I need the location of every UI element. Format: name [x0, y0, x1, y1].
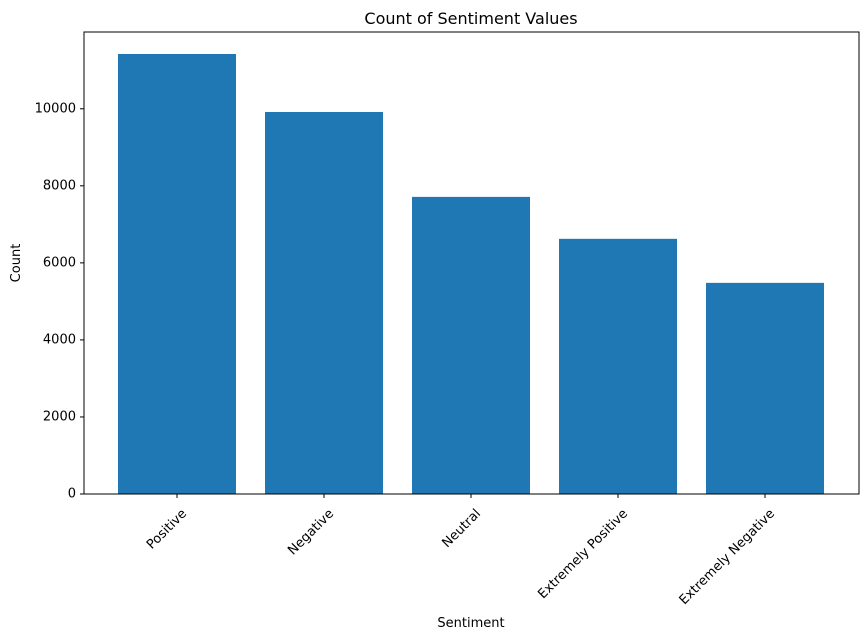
y-tick-label: 0: [68, 487, 76, 502]
x-tick-label: Extremely Negative: [677, 506, 778, 607]
chart-title: Count of Sentiment Values: [364, 9, 577, 28]
bar-neutral: [412, 196, 530, 495]
bar-extremely-positive: [559, 238, 677, 494]
x-tick-label: Extremely Positive: [535, 506, 631, 602]
bar-negative: [265, 111, 383, 494]
y-tick-label: 8000: [43, 178, 76, 193]
y-tick-label: 10000: [35, 101, 76, 116]
x-axis-label: Sentiment: [437, 616, 504, 631]
y-tick-label: 2000: [43, 409, 76, 424]
x-tick-label: Neutral: [440, 506, 485, 551]
x-axis: Positive Negative Neutral Extremely Positiv…: [144, 494, 778, 608]
y-axis-label: Count: [9, 244, 24, 283]
bar-positive: [118, 53, 236, 494]
y-tick-label: 6000: [43, 255, 76, 270]
bars-group: [118, 53, 824, 495]
bar-extremely-negative: [706, 282, 824, 494]
x-tick-label: Positive: [144, 506, 190, 552]
y-axis: 0 2000 4000 6000 8000 10000: [35, 101, 84, 502]
y-tick-label: 4000: [43, 332, 76, 347]
x-tick-label: Negative: [285, 506, 337, 558]
